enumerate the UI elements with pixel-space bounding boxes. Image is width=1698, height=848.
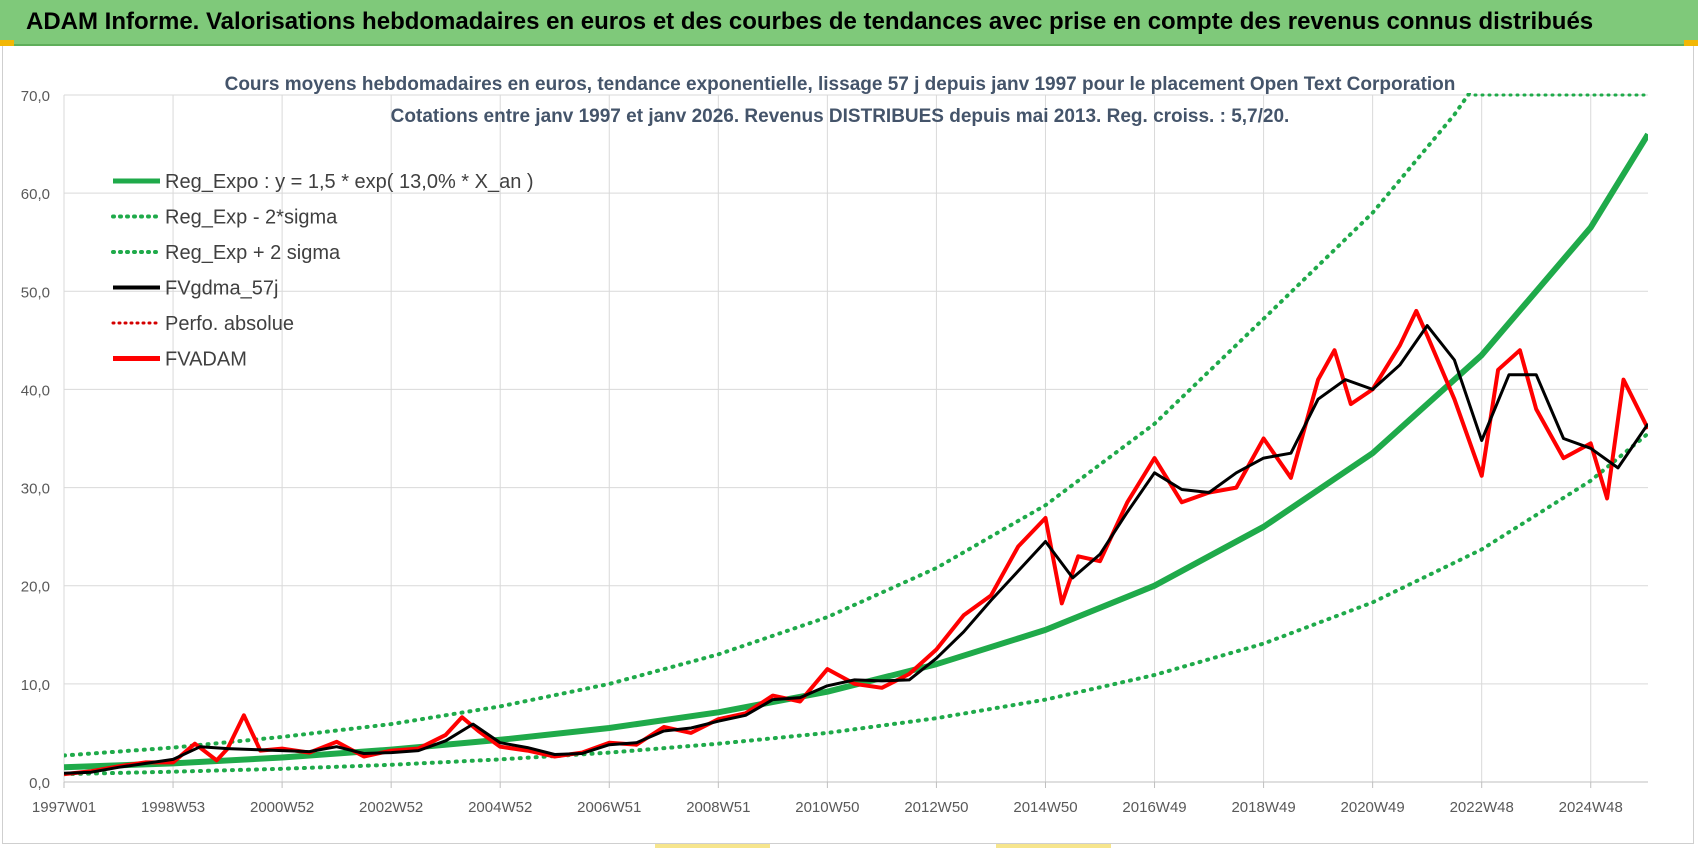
bottom-tab-marker bbox=[655, 844, 770, 848]
chart-titles: Cours moyens hebdomadaires en euros, ten… bbox=[225, 74, 1456, 127]
y-tick-label: 70,0 bbox=[21, 88, 50, 105]
series-fvadam bbox=[64, 308, 1648, 777]
x-tick-label: 2010W50 bbox=[795, 799, 859, 816]
x-tick-label: 2004W52 bbox=[468, 799, 532, 816]
bottom-tab-marker bbox=[996, 844, 1111, 848]
y-tick-label: 0,0 bbox=[29, 775, 50, 792]
x-tick-label: 2024W48 bbox=[1559, 799, 1623, 816]
legend-label: Reg_Exp - 2*sigma bbox=[165, 207, 338, 229]
y-axis-ticks: 0,0 10,0 20,0 30,0 40,0 50,0 60,0 70,0 bbox=[21, 88, 50, 792]
x-tick-label: 2016W49 bbox=[1122, 799, 1186, 816]
chart-frame bbox=[2, 46, 1694, 844]
x-tick-label: 2012W50 bbox=[904, 799, 968, 816]
x-tick-label: 2018W49 bbox=[1231, 799, 1295, 816]
chart-legend: Reg_Expo : y = 1,5 * exp( 13,0% * X_an )… bbox=[111, 171, 534, 371]
legend-label: Reg_Expo : y = 1,5 * exp( 13,0% * X_an ) bbox=[165, 171, 534, 193]
chart-subtitle: Cotations entre janv 1997 et janv 2026. … bbox=[391, 106, 1290, 127]
x-tick-label: 2002W52 bbox=[359, 799, 423, 816]
corner-marker-left bbox=[0, 40, 14, 46]
y-tick-label: 30,0 bbox=[21, 481, 50, 498]
x-tick-label: 2014W50 bbox=[1013, 799, 1077, 816]
report-banner: ADAM Informe. Valorisations hebdomadaire… bbox=[0, 0, 1698, 46]
legend-label: FVADAM bbox=[165, 349, 247, 371]
series-reg-exp-2-sigma bbox=[64, 431, 1648, 777]
x-tick-label: 2006W51 bbox=[577, 799, 641, 816]
x-tick-label: 1997W01 bbox=[32, 799, 96, 816]
chart-title: Cours moyens hebdomadaires en euros, ten… bbox=[225, 74, 1456, 95]
y-tick-label: 10,0 bbox=[21, 677, 50, 694]
x-axis-ticks: 1997W01 1998W53 2000W52 2002W52 2004W52 2006W… bbox=[32, 799, 1623, 816]
y-tick-label: 60,0 bbox=[21, 186, 50, 203]
x-tick-label: 1998W53 bbox=[141, 799, 205, 816]
y-tick-label: 20,0 bbox=[21, 579, 50, 596]
y-tick-label: 50,0 bbox=[21, 284, 50, 301]
series-reg-expo bbox=[64, 132, 1648, 771]
x-tick-label: 2020W49 bbox=[1341, 799, 1405, 816]
series-fvgdma-57j bbox=[64, 324, 1648, 775]
banner-title: ADAM Informe. Valorisations hebdomadaire… bbox=[26, 8, 1594, 35]
chart-series bbox=[64, 93, 1650, 777]
x-tick-label: 2000W52 bbox=[250, 799, 314, 816]
x-tick-label: 2008W51 bbox=[686, 799, 750, 816]
chart-grid bbox=[63, 94, 1648, 788]
corner-marker-right bbox=[1684, 40, 1698, 46]
y-tick-label: 40,0 bbox=[21, 382, 50, 399]
legend-label: FVgdma_57j bbox=[165, 278, 278, 300]
series-reg-exp-2-sigma bbox=[64, 93, 1472, 758]
x-tick-label: 2022W48 bbox=[1450, 799, 1514, 816]
legend-label: Reg_Exp + 2 sigma bbox=[165, 242, 341, 264]
legend-label: Perfo. absolue bbox=[165, 313, 294, 335]
